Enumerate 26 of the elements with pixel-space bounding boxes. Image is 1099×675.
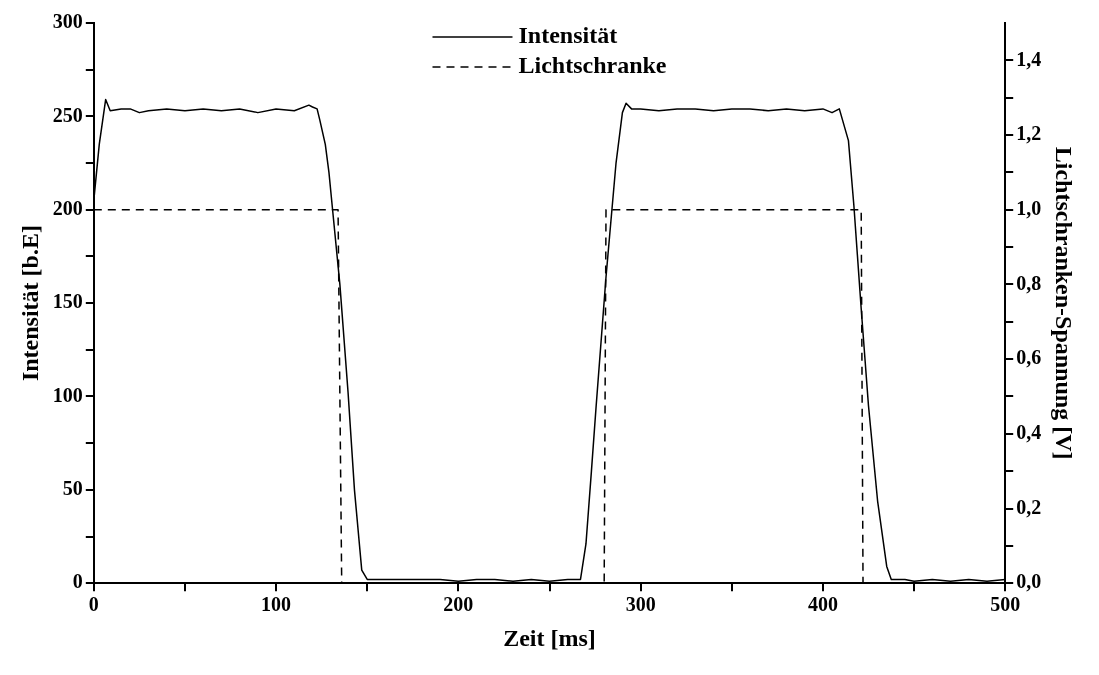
y2-tick-label: 0,8 <box>1016 271 1042 294</box>
legend-label: Lichtschranke <box>518 52 667 79</box>
x-tick-label: 200 <box>443 593 474 616</box>
y-tick-label: 100 <box>52 383 83 406</box>
x-tick-label: 400 <box>807 593 838 616</box>
y-tick-label: 150 <box>52 290 83 313</box>
y2-axis-title: Lichtschranken-Spannung [V] <box>1051 146 1078 460</box>
y2-tick-label: 1,2 <box>1016 122 1042 145</box>
y-tick-label: 0 <box>72 570 83 593</box>
y2-tick-label: 0,2 <box>1016 495 1042 518</box>
y-tick-label: 250 <box>52 103 83 126</box>
y2-tick-label: 0,6 <box>1016 346 1042 369</box>
y-tick-label: 300 <box>52 10 83 33</box>
x-tick-label: 500 <box>990 593 1021 616</box>
legend-label: Intensität <box>518 22 618 49</box>
x-tick-label: 0 <box>88 593 99 616</box>
y2-tick-label: 0,4 <box>1016 420 1042 443</box>
y2-tick-label: 1,0 <box>1016 196 1042 219</box>
x-tick-label: 100 <box>261 593 292 616</box>
x-axis-title: Zeit [ms] <box>503 624 596 651</box>
y2-tick-label: 1,4 <box>1016 47 1042 70</box>
x-tick-label: 300 <box>625 593 656 616</box>
y-tick-label: 200 <box>52 196 83 219</box>
y-axis-title: Intensität [b.E] <box>16 225 43 382</box>
y2-tick-label: 0,0 <box>1016 570 1042 593</box>
y-tick-label: 50 <box>62 477 83 500</box>
